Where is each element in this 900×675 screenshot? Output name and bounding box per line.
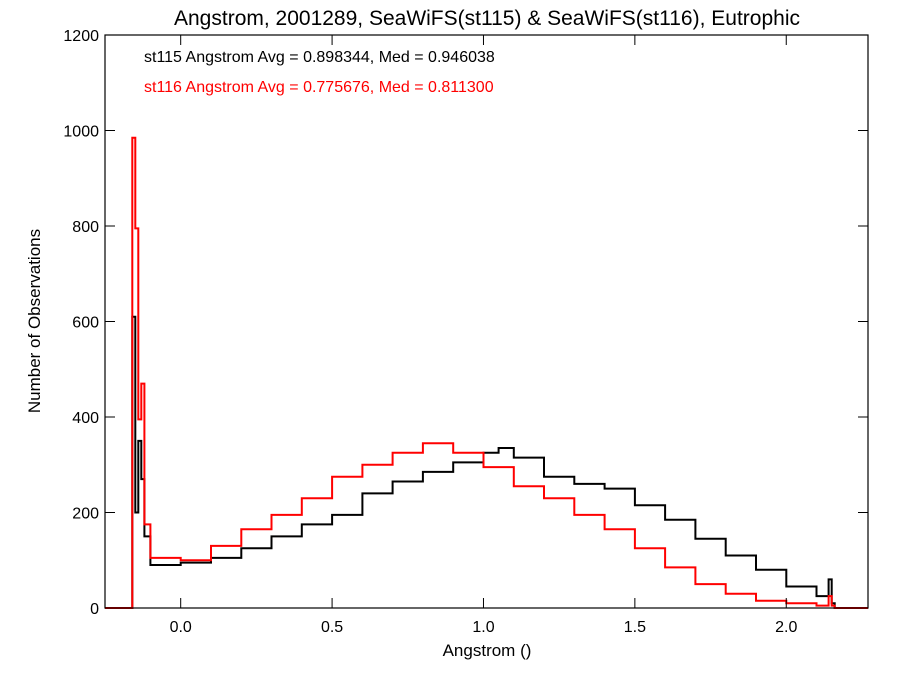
chart-title: Angstrom, 2001289, SeaWiFS(st115) & SeaW… (174, 7, 800, 30)
y-tick-label: 1000 (63, 124, 99, 141)
y-tick-label: 400 (72, 410, 99, 427)
x-tick-label: 1.0 (472, 619, 494, 636)
series-line-0 (105, 315, 868, 609)
y-tick-label: 1200 (63, 28, 99, 45)
x-tick-label: 1.5 (624, 619, 646, 636)
annotation-st116-stats: st116 Angstrom Avg = 0.775676, Med = 0.8… (144, 79, 494, 96)
y-axis-ticks: 0 200 400 600 800 1000 1200 (63, 28, 868, 618)
y-tick-label: 800 (72, 219, 99, 236)
y-tick-label: 0 (90, 601, 99, 618)
annotation-st115-stats: st115 Angstrom Avg = 0.898344, Med = 0.9… (144, 49, 495, 66)
series-line-1 (105, 136, 868, 609)
plot-frame (104, 34, 869, 609)
plot-series (105, 136, 868, 609)
x-axis-label: Angstrom () (443, 641, 532, 660)
x-tick-label: 2.0 (775, 619, 797, 636)
x-axis-ticks: 0.0 0.5 1.0 1.5 2.0 (170, 35, 797, 636)
x-tick-label: 0.5 (321, 619, 343, 636)
y-tick-label: 200 (72, 506, 99, 523)
y-tick-label: 600 (72, 315, 99, 332)
y-axis-label: Number of Observations (25, 229, 44, 413)
x-tick-label: 0.0 (170, 619, 192, 636)
